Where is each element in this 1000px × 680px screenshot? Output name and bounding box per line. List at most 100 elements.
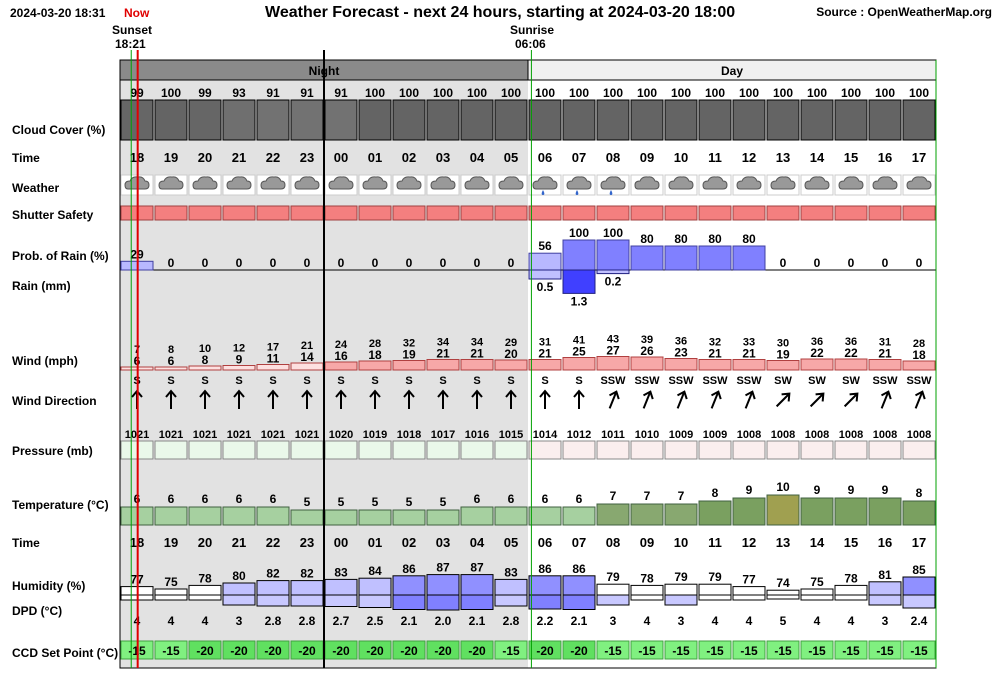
cloud-rain-icon — [562, 174, 596, 196]
wind-arrow-icon — [471, 389, 483, 409]
cloud-shape — [362, 176, 388, 190]
wind-direction-label: S — [167, 375, 174, 387]
rain-mm-bar — [562, 269, 596, 294]
rain-probability-bar — [664, 245, 698, 271]
arrow-head — [849, 392, 859, 402]
cloud-cover-bar — [902, 99, 936, 141]
cloud-cover-label: 93 — [232, 86, 246, 100]
shutter-safety-cell — [188, 205, 222, 221]
rain-probability-label: 0 — [508, 256, 515, 270]
time-label-bottom: 03 — [436, 535, 450, 550]
wind-gust-label: 12 — [233, 343, 245, 355]
cloud-icon — [766, 174, 800, 196]
wind-speed-label: 8 — [202, 353, 209, 367]
humidity-label: 84 — [368, 564, 382, 578]
wind-direction-label: S — [303, 375, 310, 387]
arrow-head — [573, 389, 585, 398]
humidity-bar — [290, 580, 324, 596]
cloud-shape — [532, 176, 558, 190]
dpd-bar — [902, 594, 936, 609]
cloud-cover-bar — [460, 99, 494, 141]
shutter-safety-cell — [222, 205, 256, 221]
shutter-safety-cell — [460, 205, 494, 221]
temperature-label: 7 — [678, 489, 685, 503]
ccd-set-point-cell — [528, 640, 562, 660]
cloud-icon — [188, 174, 222, 196]
rain-drop — [575, 190, 579, 195]
wind-gust-label: 8 — [168, 344, 174, 356]
rain-probability-label: 0 — [440, 256, 447, 270]
shutter-safety-cell — [528, 205, 562, 221]
temperature-bar — [664, 503, 698, 526]
time-label: 02 — [402, 150, 416, 165]
wind-speed-bar — [596, 356, 630, 371]
wind-arrow-icon — [539, 389, 551, 409]
dpd-label: 2.1 — [571, 614, 588, 628]
cloud-cover-bar — [596, 99, 630, 141]
wind-speed-bar — [562, 357, 596, 371]
wind-direction-label: S — [507, 375, 514, 387]
humidity-label: 75 — [164, 575, 178, 589]
humidity-bar — [528, 575, 562, 596]
wind-direction-label: S — [541, 375, 548, 387]
cloud-cover-bar — [290, 99, 324, 141]
pressure-cell — [868, 440, 902, 460]
cloud-shape — [600, 176, 626, 190]
cloud-shape — [396, 176, 422, 190]
pressure-label: 1008 — [839, 429, 863, 441]
ccd-set-point-cell — [392, 640, 426, 660]
dpd-label: 2.2 — [537, 614, 554, 628]
cloud-cover-bar — [528, 99, 562, 141]
temperature-bar — [392, 509, 426, 526]
cloud-shape — [294, 176, 320, 190]
humidity-bar — [698, 583, 732, 596]
temperature-bar — [426, 509, 460, 526]
temperature-label: 5 — [372, 495, 379, 509]
time-label-bottom: 02 — [402, 535, 416, 550]
ccd-set-point-cell — [902, 640, 936, 660]
wind-direction-label: S — [235, 375, 242, 387]
row-label-wind-dir: Wind Direction — [12, 394, 97, 408]
temperature-bar — [902, 500, 936, 526]
arrow-shaft — [744, 391, 754, 409]
shutter-safety-cell — [256, 205, 290, 221]
row-label-time2: Time — [12, 536, 40, 550]
cloud-cover-label: 100 — [603, 86, 623, 100]
temperature-label: 7 — [610, 489, 617, 503]
temperature-label: 6 — [168, 492, 175, 506]
arrow-head — [677, 390, 688, 400]
cloud-shape — [906, 176, 932, 190]
temperature-bar — [324, 509, 358, 526]
ccd-set-point-label: -20 — [298, 644, 316, 658]
ccd-set-point-label: -20 — [570, 644, 588, 658]
time-label: 21 — [232, 150, 246, 165]
arrow-head — [233, 389, 245, 398]
pressure-label: 1008 — [907, 429, 931, 441]
wind-speed-bar — [528, 359, 562, 371]
rain-mm-bar — [596, 269, 630, 275]
temperature-bar — [494, 506, 528, 526]
dpd-bar — [766, 594, 800, 600]
cloud-shape — [736, 176, 762, 190]
time-label-bottom: 17 — [912, 535, 926, 550]
pressure-label: 1021 — [193, 429, 217, 441]
rain-probability-label: 0 — [916, 256, 923, 270]
pressure-label: 1020 — [329, 429, 353, 441]
cloud-icon — [902, 174, 936, 196]
arrow-head — [403, 389, 415, 398]
pressure-label: 1021 — [261, 429, 285, 441]
dpd-label: 3 — [678, 614, 685, 628]
temperature-bar — [358, 509, 392, 526]
time-label: 00 — [334, 150, 348, 165]
cloud-cover-bar — [392, 99, 426, 141]
arrow-head — [711, 390, 722, 400]
ccd-set-point-label: -15 — [604, 644, 622, 658]
wind-direction-label: SSW — [736, 375, 762, 387]
ccd-set-point-label: -15 — [502, 644, 520, 658]
ccd-set-point-cell — [834, 640, 868, 660]
arrow-shaft — [710, 391, 720, 409]
arrow-head — [369, 389, 381, 398]
wind-speed-bar — [358, 360, 392, 371]
wind-direction-label: SSW — [872, 375, 898, 387]
rain-probability-label: 0 — [202, 256, 209, 270]
